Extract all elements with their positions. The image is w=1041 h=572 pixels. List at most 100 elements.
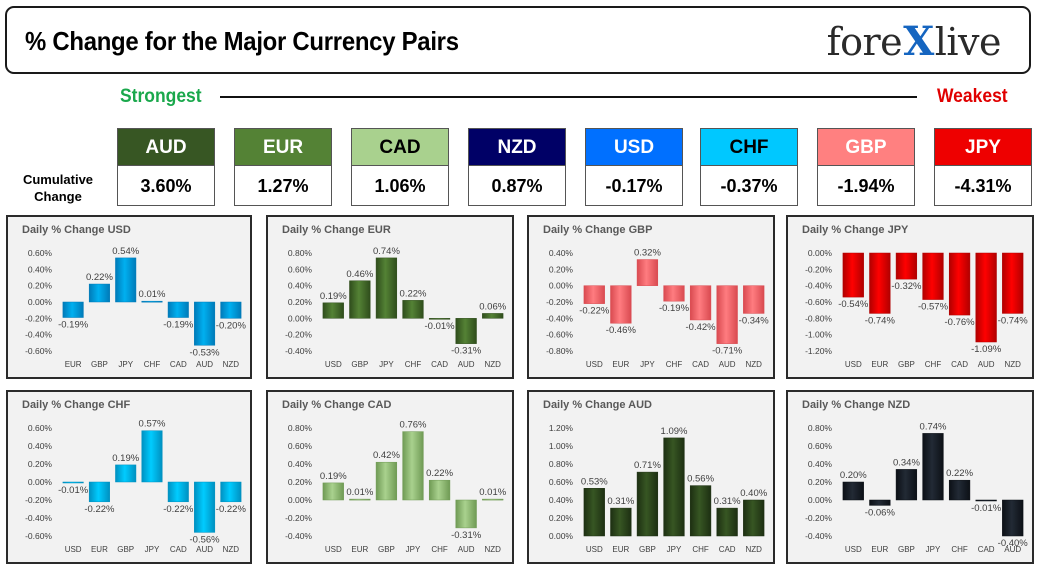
bar-nzd [743, 499, 765, 537]
data-label: -0.57% [918, 302, 949, 313]
y-tick-label: 0.80% [549, 459, 574, 469]
bar-eur [349, 498, 371, 501]
data-label: -0.19% [659, 303, 690, 314]
chart-svg: Daily % Change NZD 0.80% 0.60% 0.40% 0.20% 0.… [802, 399, 1028, 554]
x-tick-label: CHF [925, 360, 942, 369]
y-tick-label: -0.40% [285, 346, 312, 356]
x-tick-label: USD [325, 545, 342, 554]
x-tick-label: NZD [484, 545, 501, 554]
data-label: 0.56% [687, 474, 714, 485]
chart-title: Daily % Change EUR [282, 224, 391, 236]
x-tick-label: CAD [692, 360, 709, 369]
x-tick-label: AUD [458, 360, 475, 369]
x-tick-label: CAD [719, 545, 736, 554]
bar-cad [428, 318, 451, 320]
y-tick-label: -0.40% [546, 313, 573, 323]
data-label: -0.46% [606, 325, 637, 336]
y-tick-label: 0.80% [288, 423, 313, 433]
x-tick-label: EUR [351, 545, 368, 554]
y-tick-label: -0.20% [546, 297, 573, 307]
y-tick-label: 0.20% [28, 281, 53, 291]
x-tick-label: CHF [951, 545, 968, 554]
data-label: -0.32% [891, 281, 922, 292]
currency-box-gbp: GBP -1.94% [817, 128, 915, 206]
data-label: 0.22% [86, 272, 113, 283]
bar-nzd [1002, 252, 1024, 314]
data-label: -0.34% [739, 315, 770, 326]
data-label: -0.74% [998, 315, 1029, 326]
bar-gbp [895, 469, 918, 501]
x-tick-label: CHF [666, 360, 683, 369]
x-tick-label: CHF [144, 360, 161, 369]
x-tick-label: EUR [871, 545, 888, 554]
x-tick-label: JPY [406, 545, 421, 554]
bar-usd [322, 482, 344, 501]
bar-usd [322, 302, 344, 319]
x-tick-label: AUD [458, 545, 475, 554]
cumulative-change-value: -0.17% [585, 166, 683, 206]
bar-aud [716, 285, 738, 344]
y-tick-label: 0.40% [549, 248, 574, 258]
x-tick-label: CAD [978, 545, 995, 554]
x-tick-label: NZD [223, 545, 240, 554]
bar-usd [583, 285, 605, 304]
data-label: 0.53% [581, 476, 608, 487]
y-tick-label: -0.80% [805, 313, 832, 323]
bar-gbp [636, 471, 659, 537]
data-label: 0.32% [634, 248, 661, 259]
bar-nzd [743, 285, 765, 314]
y-tick-label: 0.20% [808, 477, 833, 487]
x-tick-label: EUR [65, 360, 82, 369]
x-tick-label: NZD [745, 360, 762, 369]
chart-panel-5: Daily % Change CAD 0.80% 0.60% 0.40% 0.20% 0.… [266, 390, 514, 564]
x-tick-label: GBP [898, 360, 915, 369]
data-label: 0.06% [479, 301, 506, 312]
chart-svg: Daily % Change EUR 0.80% 0.60% 0.40% 0.20% 0.… [282, 224, 507, 369]
y-tick-label: 0.40% [549, 495, 574, 505]
chart-title: Daily % Change USD [22, 224, 131, 236]
x-tick-label: CHF [692, 545, 709, 554]
chart-panel-4: Daily % Change CHF 0.60% 0.40% 0.20% 0.00% -0… [6, 390, 252, 564]
y-tick-label: -1.20% [805, 346, 832, 356]
bar-cad [948, 252, 971, 316]
chart-panel-3: Daily % Change JPY 0.00% -0.20% -0.40% -0.60… [786, 215, 1034, 379]
data-label: -0.22% [163, 504, 194, 515]
currency-code: NZD [468, 128, 566, 166]
x-tick-label: NZD [223, 360, 240, 369]
y-tick-label: 0.20% [549, 264, 574, 274]
chart-svg: Daily % Change CAD 0.80% 0.60% 0.40% 0.20% 0.… [282, 399, 507, 554]
x-tick-label: JPY [379, 360, 394, 369]
currency-code: CHF [700, 128, 798, 166]
chart-panel-2: Daily % Change GBP 0.40% 0.20% 0.00% -0.20% -… [527, 215, 775, 379]
y-tick-label: -0.40% [805, 531, 832, 541]
y-tick-label: -0.60% [25, 531, 52, 541]
bar-eur [610, 285, 632, 324]
x-tick-label: JPY [667, 545, 682, 554]
bar-cad [167, 301, 189, 318]
x-tick-label: USD [586, 545, 603, 554]
data-label: 0.76% [400, 420, 427, 431]
y-tick-label: 0.20% [288, 477, 313, 487]
currency-box-jpy: JPY -4.31% [934, 128, 1032, 206]
forexlive-logo: foreXlive [826, 18, 1002, 65]
y-tick-label: -0.20% [805, 513, 832, 523]
bar-jpy [402, 431, 424, 501]
x-tick-label: JPY [145, 545, 160, 554]
data-label: -0.76% [945, 317, 976, 328]
cumulative-change-value: 1.06% [351, 166, 449, 206]
bar-gbp [88, 283, 110, 303]
y-tick-label: 0.60% [28, 423, 53, 433]
bar-eur [869, 499, 891, 506]
data-label: -0.71% [712, 346, 743, 357]
weakest-label: Weakest [937, 86, 1008, 107]
data-label: 0.22% [946, 468, 973, 479]
y-tick-label: -0.20% [805, 264, 832, 274]
y-tick-label: 1.00% [549, 441, 574, 451]
chart-svg: Daily % Change CHF 0.60% 0.40% 0.20% 0.00% -0… [22, 399, 246, 554]
x-tick-label: USD [845, 545, 862, 554]
y-tick-label: 0.00% [288, 313, 313, 323]
x-tick-label: EUR [871, 360, 888, 369]
bar-aud [194, 301, 216, 346]
data-label: 0.74% [373, 246, 400, 257]
logo-text-left: fore [826, 20, 903, 64]
